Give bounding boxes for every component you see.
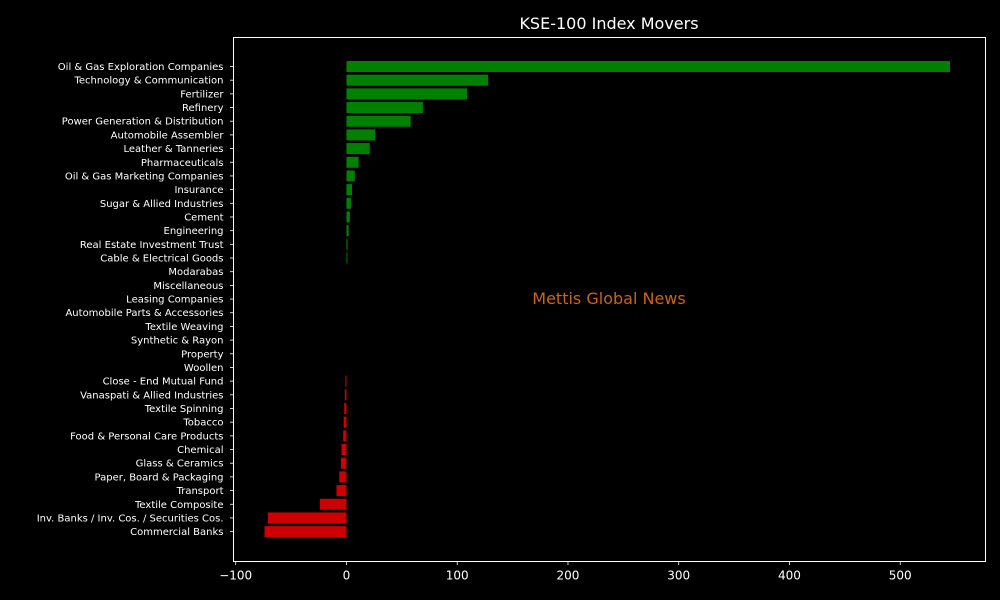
bar-8 <box>346 170 355 182</box>
category-label-20: Synthetic & Rayon <box>131 336 224 347</box>
bar-24 <box>344 389 347 401</box>
category-label-25: Textile Spinning <box>144 404 224 415</box>
category-label-8: Oil & Gas Marketing Companies <box>65 171 224 182</box>
bar-12 <box>346 225 349 237</box>
category-label-9: Insurance <box>174 185 223 196</box>
bar-32 <box>319 498 347 510</box>
bar-0 <box>346 61 951 72</box>
bar-9 <box>346 184 353 196</box>
x-tick-label-3: 200 <box>557 569 580 583</box>
bar-29 <box>340 457 347 469</box>
bar-1 <box>346 74 489 86</box>
category-label-16: Miscellaneous <box>153 281 223 292</box>
category-label-30: Paper, Board & Packaging <box>95 472 224 483</box>
bar-11 <box>346 211 350 223</box>
x-tick-label-0: −100 <box>219 569 252 583</box>
category-label-4: Power Generation & Distribution <box>62 117 224 128</box>
bars-group <box>264 61 951 538</box>
bar-5 <box>346 129 376 141</box>
bar-2 <box>346 88 468 100</box>
category-label-26: Tobacco <box>182 418 223 429</box>
category-label-11: Cement <box>184 212 223 223</box>
bar-31 <box>336 485 347 497</box>
category-label-14: Cable & Electrical Goods <box>100 254 223 265</box>
category-label-32: Textile Composite <box>134 500 223 511</box>
bar-14 <box>346 252 348 264</box>
bar-13 <box>346 238 348 250</box>
bar-10 <box>346 197 351 209</box>
category-label-6: Leather & Tanneries <box>123 144 223 155</box>
watermark-text: Mettis Global News <box>532 289 685 308</box>
category-label-18: Automobile Parts & Accessories <box>65 308 223 319</box>
category-label-24: Vanaspati & Allied Industries <box>80 390 223 401</box>
category-label-10: Sugar & Allied Industries <box>100 199 224 210</box>
bar-6 <box>346 143 370 155</box>
bar-34 <box>264 526 347 538</box>
x-tick-label-6: 500 <box>889 569 912 583</box>
category-label-28: Chemical <box>177 445 223 456</box>
category-label-22: Woollen <box>184 363 224 374</box>
category-label-23: Close - End Mutual Fund <box>103 377 224 388</box>
bar-23 <box>345 375 347 387</box>
category-label-33: Inv. Banks / Inv. Cos. / Securities Cos. <box>37 513 224 524</box>
x-tick-label-1: 0 <box>343 569 351 583</box>
category-labels-group: Oil & Gas Exploration Companies Technolog… <box>37 62 234 538</box>
category-label-34: Commercial Banks <box>130 527 223 538</box>
bar-25 <box>344 403 347 414</box>
bar-4 <box>346 115 411 127</box>
category-label-21: Property <box>181 349 223 360</box>
chart-title: KSE-100 Index Movers <box>519 14 698 33</box>
x-tick-label-5: 400 <box>778 569 801 583</box>
category-label-5: Automobile Assembler <box>111 130 225 141</box>
x-tick-label-2: 100 <box>446 569 469 583</box>
category-label-29: Glass & Ceramics <box>136 459 224 470</box>
category-label-13: Real Estate Investment Trust <box>80 240 224 251</box>
category-label-3: Refinery <box>182 103 224 114</box>
category-label-27: Food & Personal Care Products <box>70 431 223 442</box>
bar-27 <box>343 430 347 442</box>
bar-7 <box>346 156 359 168</box>
category-label-19: Textile Weaving <box>144 322 223 333</box>
category-label-31: Transport <box>176 486 224 497</box>
bar-30 <box>339 471 347 483</box>
category-label-2: Fertilizer <box>180 89 224 100</box>
x-tick-label-4: 300 <box>667 569 690 583</box>
bar-3 <box>346 102 423 114</box>
bar-26 <box>343 416 347 428</box>
category-label-15: Modarabas <box>168 267 223 278</box>
category-label-1: Technology & Communication <box>74 76 224 87</box>
category-label-0: Oil & Gas Exploration Companies <box>58 62 224 73</box>
category-label-17: Leasing Companies <box>126 295 223 306</box>
category-label-7: Pharmaceuticals <box>141 158 224 169</box>
bar-28 <box>341 444 347 456</box>
plot-frame <box>233 37 986 562</box>
category-label-12: Engineering <box>164 226 224 237</box>
x-ticks-group: −100 0 100 200 300 400 500 <box>219 561 912 583</box>
bar-33 <box>267 512 347 524</box>
